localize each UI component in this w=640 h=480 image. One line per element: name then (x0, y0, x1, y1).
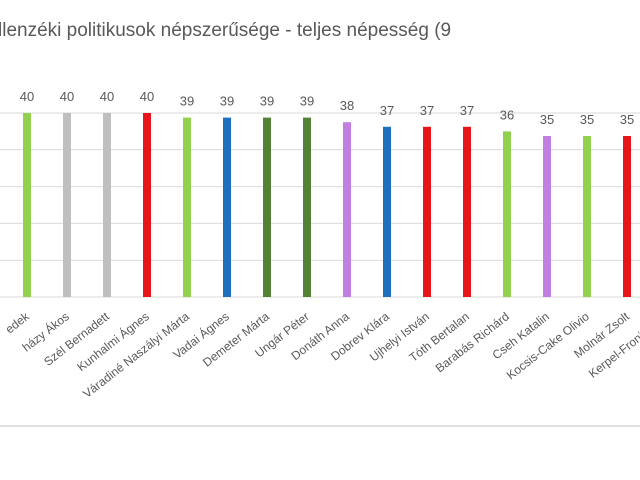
bar (503, 131, 511, 297)
bar (583, 136, 591, 297)
data-label: 39 (300, 94, 314, 109)
data-label: 38 (340, 98, 354, 113)
bar (543, 136, 551, 297)
data-label: 40 (20, 89, 34, 104)
chart-title: llenzéki politikusok népszerűsége - telj… (0, 20, 451, 41)
bar (23, 113, 31, 297)
data-label: 37 (380, 103, 394, 118)
bar (463, 126, 471, 297)
bar (383, 126, 391, 297)
bar (103, 113, 111, 297)
bar (623, 136, 631, 297)
data-label: 35 (540, 112, 554, 127)
bar (223, 117, 231, 297)
data-label: 35 (580, 112, 594, 127)
bar (183, 117, 191, 297)
data-label: 40 (100, 89, 114, 104)
data-label: 37 (460, 103, 474, 118)
data-label: 40 (60, 89, 74, 104)
bar (423, 126, 431, 297)
bar (303, 117, 311, 297)
bar (63, 113, 71, 297)
bar (143, 113, 151, 297)
data-label: 39 (180, 94, 194, 109)
bar (263, 117, 271, 297)
data-label: 36 (500, 107, 514, 122)
data-label: 37 (420, 103, 434, 118)
data-label: 39 (260, 94, 274, 109)
data-label: 40 (140, 89, 154, 104)
data-label: 35 (620, 112, 634, 127)
data-label: 39 (220, 94, 234, 109)
bar (343, 122, 351, 297)
